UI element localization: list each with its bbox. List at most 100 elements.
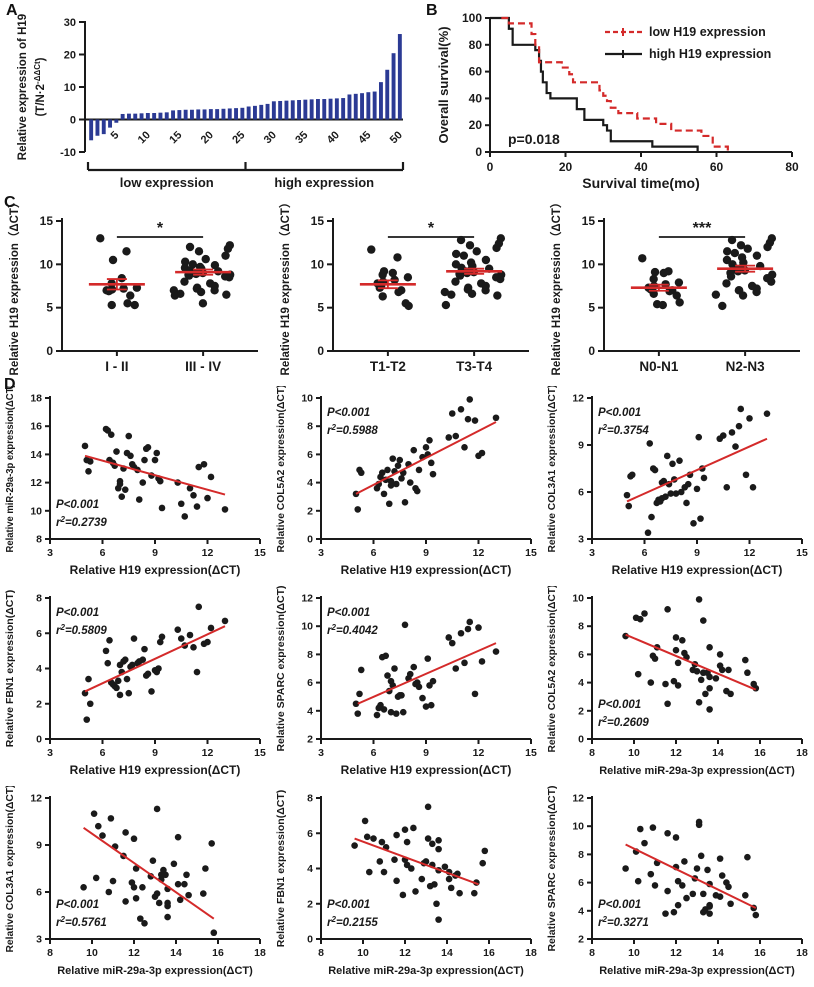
svg-text:9: 9 bbox=[694, 547, 700, 559]
svg-text:r2=0.2155: r2=0.2155 bbox=[327, 915, 378, 929]
panel-label-d: D bbox=[4, 376, 16, 393]
panel-label-c: C bbox=[4, 194, 16, 211]
svg-text:8: 8 bbox=[307, 649, 313, 661]
svg-text:30: 30 bbox=[64, 17, 76, 29]
sparc-vs-h19-chart: 3 6 9 12 15 2 4 6 8 10 12 Relative H19 expression(Δ… bbox=[275, 586, 537, 777]
svg-text:12: 12 bbox=[128, 947, 140, 959]
svg-text:15: 15 bbox=[525, 747, 537, 759]
panel-b: B 0 20 40 60 80 0 20 40 60 80 100 low H19 expressio… bbox=[420, 0, 814, 196]
svg-text:3: 3 bbox=[589, 547, 595, 559]
svg-text:40: 40 bbox=[469, 91, 483, 105]
svg-text:P<0.001: P<0.001 bbox=[327, 607, 370, 619]
svg-text:r2=0.5809: r2=0.5809 bbox=[56, 623, 107, 637]
svg-text:0: 0 bbox=[475, 145, 482, 159]
svg-text:2: 2 bbox=[36, 698, 42, 710]
svg-text:6: 6 bbox=[578, 487, 584, 499]
svg-text:2: 2 bbox=[307, 734, 313, 746]
svg-text:3: 3 bbox=[578, 534, 584, 546]
svg-text:30: 30 bbox=[262, 129, 279, 146]
svg-text:r2=0.5988: r2=0.5988 bbox=[327, 423, 378, 437]
svg-text:5: 5 bbox=[109, 129, 122, 142]
svg-text:low H19 expression: low H19 expression bbox=[649, 25, 766, 39]
svg-text:100: 100 bbox=[462, 11, 482, 25]
svg-text:r2=0.3754: r2=0.3754 bbox=[598, 423, 649, 437]
svg-text:18: 18 bbox=[796, 947, 808, 959]
svg-text:5: 5 bbox=[588, 301, 595, 315]
svg-text:10: 10 bbox=[572, 821, 584, 833]
svg-text:14: 14 bbox=[712, 747, 724, 759]
panel-d7: 8 10 12 14 16 18 3 6 9 12 Relative miR-29a-3p expr… bbox=[0, 786, 271, 986]
row-d1: D 3 6 9 12 15 8 10 12 14 16 18 Relative H19 express… bbox=[0, 376, 814, 586]
svg-text:2: 2 bbox=[578, 705, 584, 717]
svg-text:8: 8 bbox=[36, 534, 42, 546]
svg-text:45: 45 bbox=[356, 129, 373, 146]
svg-text:8: 8 bbox=[36, 593, 42, 605]
fbn1-vs-mir29a-chart: 8 10 12 14 16 18 0 2 4 6 8 Relative miR-29a-3p expr… bbox=[275, 790, 537, 977]
svg-text:high expression: high expression bbox=[274, 175, 374, 190]
svg-text:2: 2 bbox=[307, 898, 313, 910]
mir29a-vs-h19-chart: 3 6 9 12 15 8 10 12 14 16 18 Relative H19 expressio… bbox=[5, 386, 266, 577]
svg-text:8: 8 bbox=[47, 947, 53, 959]
svg-text:18: 18 bbox=[30, 393, 42, 405]
col3a1-vs-h19-chart: 3 6 9 12 15 3 6 9 12 Relative H19 expression(ΔCT)… bbox=[547, 386, 808, 577]
svg-text:15: 15 bbox=[40, 214, 54, 228]
svg-text:P<0.001: P<0.001 bbox=[56, 607, 99, 619]
svg-text:6: 6 bbox=[36, 628, 42, 640]
svg-text:5: 5 bbox=[46, 301, 53, 315]
svg-text:P<0.001: P<0.001 bbox=[598, 899, 641, 911]
svg-text:6: 6 bbox=[371, 747, 377, 759]
svg-text:10: 10 bbox=[86, 947, 98, 959]
svg-text:8: 8 bbox=[318, 947, 324, 959]
nstage-dotplot-chart: 0 5 10 15 Relative H19 expression（ΔCT） N0-N1 N… bbox=[549, 197, 800, 376]
svg-text:Relative H19 expression（ΔCT）: Relative H19 expression（ΔCT） bbox=[7, 197, 21, 376]
svg-text:r2=0.3271: r2=0.3271 bbox=[598, 915, 649, 929]
svg-text:I - II: I - II bbox=[105, 359, 128, 374]
svg-text:12: 12 bbox=[572, 393, 584, 405]
svg-text:16: 16 bbox=[754, 747, 766, 759]
svg-text:15: 15 bbox=[796, 547, 808, 559]
svg-text:9: 9 bbox=[36, 840, 42, 852]
panel-d2: 3 6 9 12 15 0 2 4 6 8 10 Relative H19 expression(ΔC… bbox=[271, 386, 542, 586]
svg-text:10: 10 bbox=[40, 257, 54, 271]
svg-text:20: 20 bbox=[64, 50, 76, 62]
svg-text:14: 14 bbox=[712, 947, 724, 959]
svg-text:Relative miR-29a-3p expression: Relative miR-29a-3p expression(ΔCT) bbox=[5, 386, 16, 553]
svg-text:12: 12 bbox=[202, 547, 214, 559]
stage-dotplot-chart: 0 5 10 15 Relative H19 expression（ΔCT） I - II… bbox=[7, 197, 258, 376]
svg-text:r2=0.2609: r2=0.2609 bbox=[598, 715, 649, 729]
svg-text:10: 10 bbox=[64, 82, 76, 94]
svg-text:12: 12 bbox=[30, 793, 42, 805]
svg-text:10: 10 bbox=[30, 505, 42, 517]
svg-text:18: 18 bbox=[525, 947, 537, 959]
svg-text:12: 12 bbox=[202, 747, 214, 759]
svg-text:8: 8 bbox=[307, 793, 313, 805]
svg-text:Relative miR-29a-3p expression: Relative miR-29a-3p expression(ΔCT) bbox=[57, 965, 253, 977]
svg-text:50: 50 bbox=[388, 129, 405, 146]
svg-text:Relative H19 expression(ΔCT): Relative H19 expression(ΔCT) bbox=[612, 563, 783, 577]
svg-text:6: 6 bbox=[578, 649, 584, 661]
row-d3: 8 10 12 14 16 18 3 6 9 12 Relative miR-29a-3p expr… bbox=[0, 786, 814, 986]
svg-text:Relative miR-29a-3p expression: Relative miR-29a-3p expression(ΔCT) bbox=[599, 965, 795, 977]
svg-text:9: 9 bbox=[152, 747, 158, 759]
svg-text:T3-T4: T3-T4 bbox=[456, 359, 492, 374]
svg-text:Relative H19 expression(ΔCT): Relative H19 expression(ΔCT) bbox=[70, 563, 241, 577]
svg-text:10: 10 bbox=[136, 129, 153, 146]
svg-text:Relative miR-29a-3p expression: Relative miR-29a-3p expression(ΔCT) bbox=[328, 965, 524, 977]
survival-curves-chart: 0 20 40 60 80 0 20 40 60 80 100 low H19 expression h… bbox=[436, 11, 799, 191]
svg-text:60: 60 bbox=[469, 65, 483, 79]
svg-text:0: 0 bbox=[578, 734, 584, 746]
svg-text:Relative H19 expression（ΔCT）: Relative H19 expression（ΔCT） bbox=[549, 197, 563, 376]
panel-d9: 8 10 12 14 16 18 2 4 6 8 10 12 Relative miR-29a-3p e… bbox=[542, 786, 814, 986]
svg-text:4: 4 bbox=[578, 677, 584, 689]
svg-text:Relative COL3A1 expression(ΔCT: Relative COL3A1 expression(ΔCT) bbox=[547, 386, 558, 553]
svg-text:3: 3 bbox=[318, 547, 324, 559]
row-d2: 3 6 9 12 15 0 2 4 6 8 Relative H19 expression(ΔCT)… bbox=[0, 586, 814, 786]
svg-text:6: 6 bbox=[307, 828, 313, 840]
svg-text:0: 0 bbox=[317, 344, 324, 358]
svg-text:6: 6 bbox=[642, 547, 648, 559]
row-c: C 0 5 10 15 Relative H19 expression（ΔCT） I - … bbox=[0, 194, 814, 386]
svg-text:8: 8 bbox=[578, 849, 584, 861]
panel-d1: D 3 6 9 12 15 8 10 12 14 16 18 Relative H19 express… bbox=[0, 376, 271, 586]
svg-text:r2=0.4042: r2=0.4042 bbox=[327, 623, 378, 637]
